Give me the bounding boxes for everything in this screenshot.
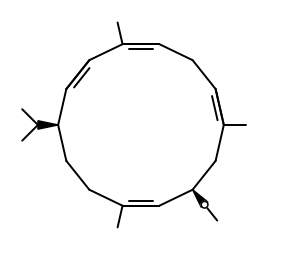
Polygon shape [193,190,208,207]
Circle shape [201,202,208,208]
Polygon shape [38,121,58,129]
